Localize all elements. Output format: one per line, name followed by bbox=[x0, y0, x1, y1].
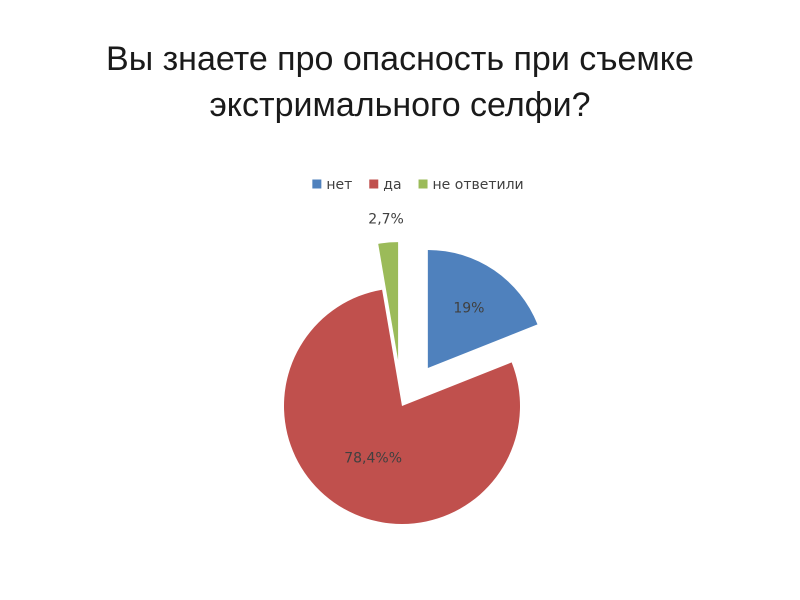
legend-label-не-ответили: не ответили bbox=[433, 177, 524, 193]
legend-item-не-ответили: не ответили bbox=[418, 177, 524, 193]
legend-swatch-да bbox=[369, 179, 379, 189]
data-label-нет: 19% bbox=[453, 300, 484, 316]
pie-slices bbox=[283, 242, 538, 524]
pie-slice-не-ответили bbox=[378, 242, 399, 361]
legend-item-да: да bbox=[369, 177, 402, 193]
legend-item-нет: нет bbox=[312, 177, 352, 193]
legend-label-нет: нет bbox=[326, 177, 352, 193]
legend-swatch-не-ответили bbox=[418, 179, 428, 189]
slide-title-line-2: экстримального селфи? bbox=[209, 86, 591, 124]
pie-slice-нет bbox=[427, 249, 538, 368]
slide-title-line-1: Вы знаете про опасность при съемке bbox=[106, 40, 694, 78]
pie-data-labels: 19% 78,4%% 2,7% bbox=[344, 212, 484, 467]
pie-slice-да bbox=[283, 289, 520, 524]
data-label-да: 78,4%% bbox=[344, 450, 402, 466]
data-label-не-ответили: 2,7% bbox=[368, 212, 404, 228]
legend-label-да: да bbox=[383, 177, 401, 193]
slide-title: Вы знаете про опасность при съемке экстр… bbox=[0, 36, 800, 128]
legend-swatch-нет bbox=[312, 179, 322, 189]
chart-legend: нет да не ответили bbox=[312, 177, 524, 193]
